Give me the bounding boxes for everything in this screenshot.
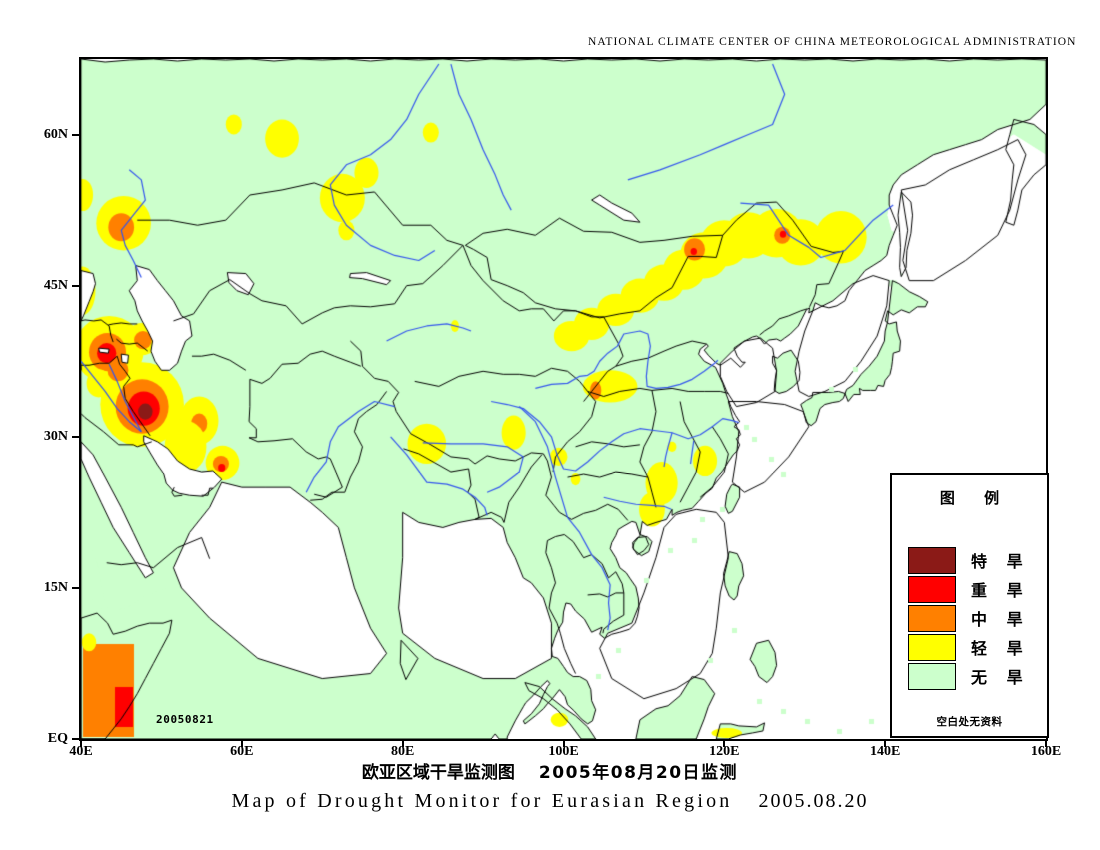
legend-item: 轻 旱 [892, 633, 1047, 662]
x-axis-tick-label: 100E [548, 744, 579, 759]
legend-item: 特 旱 [892, 546, 1047, 575]
legend-nodata-note: 空白处无资料 [936, 716, 1003, 728]
map-frame [79, 57, 1048, 741]
legend-item: 重 旱 [892, 575, 1047, 604]
x-axis-tick-label: 120E [709, 744, 740, 759]
legend-color-swatch [908, 605, 956, 632]
x-axis-tick-mark [562, 741, 565, 747]
x-axis-tick-label: 80E [390, 744, 415, 759]
legend-color-swatch [908, 634, 956, 661]
legend-color-swatch [908, 576, 956, 603]
x-axis-tick-mark [401, 741, 404, 747]
y-axis-tick-mark [72, 284, 79, 287]
x-axis-tick-mark [80, 741, 82, 747]
legend-item: 无 旱 [892, 662, 1047, 691]
y-axis-tick-mark [72, 738, 79, 740]
legend-item-label: 重 旱 [971, 581, 1030, 600]
y-axis-tick-label: 30N [43, 428, 68, 444]
y-axis-tick-mark [72, 586, 79, 589]
title-chinese-main: 欧亚区域干旱监测图 [361, 763, 515, 783]
title-chinese-date: 2005年08月20日监测 [538, 763, 739, 783]
legend-item-label: 轻 旱 [971, 639, 1030, 658]
x-axis-tick-label: 160E [1030, 744, 1062, 759]
legend-item-label: 无 旱 [971, 668, 1030, 687]
y-axis-tick-label: 60N [43, 126, 68, 142]
x-axis-tick-mark [1045, 741, 1047, 747]
map-timestamp: 20050821 [156, 713, 214, 726]
header-org-english: NATIONAL CLIMATE CENTER OF CHINA METEORO… [588, 36, 1077, 48]
map-canvas [81, 59, 1046, 739]
legend-item: 中 旱 [892, 604, 1047, 633]
legend-item-label: 中 旱 [971, 610, 1030, 629]
legend-color-swatch [908, 663, 956, 690]
legend-color-swatch [908, 547, 956, 574]
legend-title: 图 例 [939, 489, 1012, 507]
x-axis-tick-mark [723, 741, 726, 747]
y-axis-tick-label: 15N [43, 579, 68, 595]
y-axis-tick-mark [72, 435, 79, 438]
legend-item-label: 特 旱 [971, 552, 1030, 571]
x-axis-tick-label: 40E [69, 744, 93, 759]
y-axis-tick-mark [72, 133, 79, 136]
title-english-main: Map of Drought Monitor for Eurasian Regi… [231, 790, 733, 812]
y-axis-tick-label: 45N [43, 277, 68, 293]
x-axis-tick-label: 60E [230, 744, 254, 759]
title-english: Map of Drought Monitor for Eurasian Regi… [0, 790, 1100, 813]
title-english-date: 2005.08.20 [758, 790, 869, 812]
legend-panel: 图 例 特 旱重 旱中 旱轻 旱无 旱 空白处无资料 [890, 473, 1049, 738]
x-axis-tick-label: 140E [869, 744, 901, 759]
x-axis-tick-mark [240, 741, 243, 747]
y-axis-tick-label: EQ [47, 731, 68, 746]
x-axis-tick-mark [884, 741, 887, 747]
title-chinese: 欧亚区域干旱监测图 2005年08月20日监测 [0, 758, 1100, 783]
